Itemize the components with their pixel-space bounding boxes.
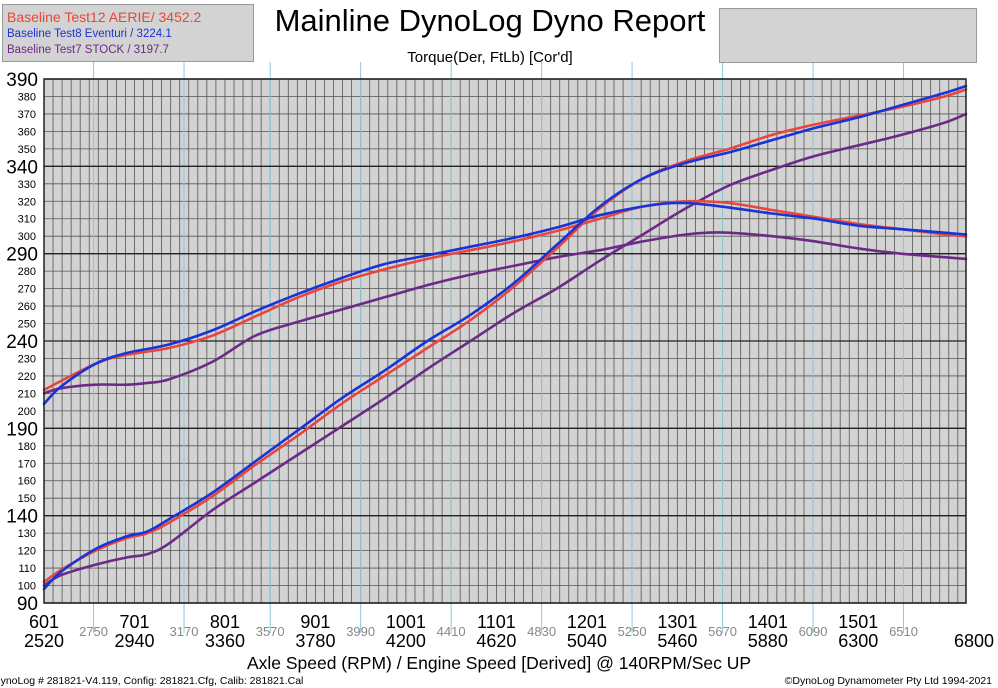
rpm-guide-lines xyxy=(93,62,905,633)
x-tick-label-axle: 701 xyxy=(119,612,149,632)
x-tick-label-axle: 1001 xyxy=(386,612,426,632)
x-tick-label-engine: 6800 xyxy=(954,631,994,651)
series-line-torque xyxy=(42,231,968,395)
y-tick-label-major: 290 xyxy=(6,245,38,266)
y-tick-label-major: 240 xyxy=(6,332,38,353)
y-tick-label-minor: 380 xyxy=(18,91,36,103)
y-tick-label-minor: 250 xyxy=(18,319,36,331)
y-tick-label-minor: 310 xyxy=(18,214,36,226)
y-tick-label-minor: 160 xyxy=(18,476,36,488)
x-tick-label-minor: 5250 xyxy=(618,624,647,639)
x-tick-label-engine: 2520 xyxy=(24,631,64,651)
x-tick-label-minor: 4410 xyxy=(437,624,466,639)
y-tick-label-minor: 280 xyxy=(18,266,36,278)
x-tick-label-engine: 5460 xyxy=(657,631,697,651)
x-tick-label-minor: 3570 xyxy=(256,624,285,639)
y-tick-label-minor: 230 xyxy=(18,353,36,365)
series-layer xyxy=(42,84,968,591)
x-tick-label-minor: 3990 xyxy=(346,624,375,639)
info-box xyxy=(719,8,977,63)
legend-entry-test12: Baseline Test12 AERIE/ 3452.2 xyxy=(7,9,202,25)
y-tick-label-minor: 100 xyxy=(18,581,36,593)
series-line-power xyxy=(42,84,968,591)
x-tick-label-axle: 901 xyxy=(300,612,330,632)
x-tick-label-axle: 1501 xyxy=(838,612,878,632)
x-tick-label-axle: 1401 xyxy=(748,612,788,632)
series-line-torque xyxy=(42,199,968,392)
x-tick-label-engine: 4620 xyxy=(476,631,516,651)
y-tick-label-minor: 110 xyxy=(18,563,36,575)
y-tick-label-minor: 300 xyxy=(18,231,36,243)
x-tick-label-minor: 3170 xyxy=(170,624,199,639)
y-tick-label-minor: 350 xyxy=(18,144,36,156)
x-axis-title: Axle Speed (RPM) / Engine Speed [Derived… xyxy=(246,653,752,673)
y-tick-label-minor: 320 xyxy=(18,196,36,208)
y-axis-labels: 90 140 190 240 290 340 390 100 110 120 130 150 160 17… xyxy=(6,70,38,615)
x-tick-label-engine: 5040 xyxy=(567,631,607,651)
y-tick-label-major: 140 xyxy=(6,507,38,528)
y-tick-label-major: 390 xyxy=(6,70,38,91)
y-tick-label-major: 90 xyxy=(17,594,38,615)
y-tick-label-minor: 260 xyxy=(18,301,36,313)
x-tick-label-axle: 601 xyxy=(29,612,59,632)
y-tick-label-minor: 330 xyxy=(18,179,36,191)
y-tick-label-minor: 270 xyxy=(18,284,36,296)
y-tick-label-major: 340 xyxy=(6,157,38,178)
x-tick-label-engine: 4200 xyxy=(386,631,426,651)
chart-subtitle: Torque(Der, FtLb) [Cor'd] xyxy=(407,49,573,66)
x-tick-label-axle: 801 xyxy=(210,612,240,632)
x-tick-label-engine: 5880 xyxy=(748,631,788,651)
y-tick-label-minor: 210 xyxy=(18,388,36,400)
x-tick-label-axle: 1101 xyxy=(477,612,516,632)
x-tick-label-engine: 2940 xyxy=(114,631,154,651)
x-tick-label-minor: 6510 xyxy=(889,624,918,639)
legend-entry-test7: Baseline Test7 STOCK / 3197.7 xyxy=(7,44,169,56)
y-tick-label-minor: 150 xyxy=(18,493,36,505)
x-tick-label-minor: 6090 xyxy=(799,624,828,639)
plot-border xyxy=(43,78,967,604)
footer-copyright: ©DynoLog Dynamometer Pty Ltd 1994-2021 xyxy=(784,675,992,687)
series-line-power xyxy=(42,112,968,587)
chart-title: Mainline DynoLog Dyno Report xyxy=(274,3,706,38)
y-tick-label-minor: 360 xyxy=(18,126,36,138)
x-tick-label-axle: 1201 xyxy=(567,612,607,632)
y-tick-label-minor: 170 xyxy=(18,458,36,470)
y-tick-label-minor: 200 xyxy=(18,406,36,418)
x-tick-label-engine: 3360 xyxy=(205,631,245,651)
x-tick-label-minor: 2750 xyxy=(79,624,108,639)
x-tick-label-minor: 4830 xyxy=(527,624,556,639)
y-tick-label-minor: 180 xyxy=(18,441,36,453)
y-tick-label-minor: 130 xyxy=(18,528,36,540)
x-tick-label-axle: 1301 xyxy=(657,612,697,632)
y-tick-label-minor: 370 xyxy=(18,109,36,121)
series-line-torque xyxy=(42,201,968,406)
y-tick-label-minor: 220 xyxy=(18,371,36,383)
x-tick-label-engine: 3780 xyxy=(295,631,335,651)
legend-entry-test8: Baseline Test8 Eventuri / 3224.1 xyxy=(7,28,172,40)
x-tick-label-engine: 6300 xyxy=(838,631,878,651)
series-line-power xyxy=(42,88,968,584)
legend: Baseline Test12 AERIE/ 3452.2 Baseline T… xyxy=(2,4,254,62)
x-tick-label-minor: 5670 xyxy=(708,624,737,639)
y-tick-label-major: 190 xyxy=(6,419,38,440)
footer-config: DynoLog # 281821-V4.119, Config: 281821.… xyxy=(0,675,304,687)
y-tick-label-minor: 120 xyxy=(18,546,36,558)
